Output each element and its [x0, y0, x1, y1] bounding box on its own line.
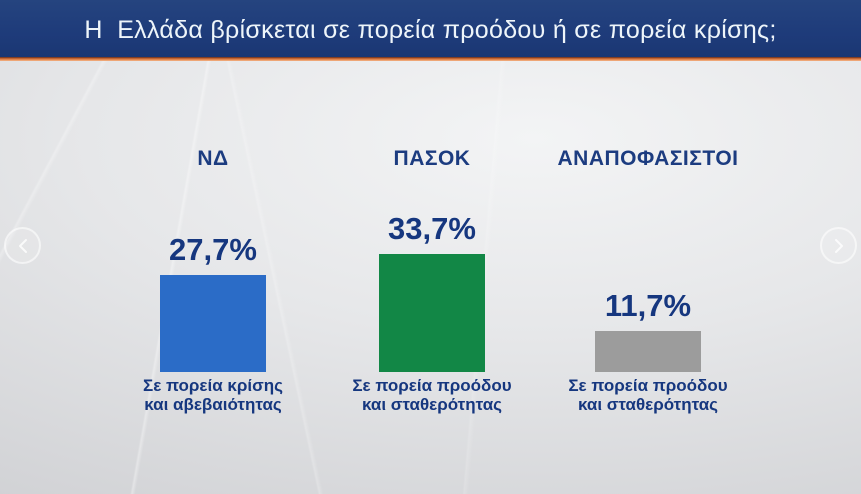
caption-undecided-line1: Σε πορεία προόδου: [568, 376, 728, 395]
party-label-pasok: ΠΑΣΟΚ: [393, 147, 471, 170]
value-label-nd: 27,7%: [169, 232, 257, 268]
column-nd: ΝΔ 27,7% Σε πορεία κρίσης και αβεβαιότητ…: [113, 0, 313, 494]
column-undecided: ΑΝΑΠΟΦΑΣΙΣΤΟΙ 11,7% Σε πορεία προόδου κα…: [548, 0, 748, 494]
value-label-pasok: 33,7%: [388, 211, 476, 247]
party-label-undecided: ΑΝΑΠΟΦΑΣΙΣΤΟΙ: [557, 147, 739, 170]
caption-undecided-line2: και σταθερότητας: [577, 395, 719, 414]
column-pasok: ΠΑΣΟΚ 33,7% Σε πορεία προόδου και σταθερ…: [332, 0, 532, 494]
caption-pasok-line1: Σε πορεία προόδου: [352, 376, 512, 395]
orange-divider: [0, 57, 861, 61]
caption-pasok-line2: και σταθερότητας: [361, 395, 503, 414]
caption-nd-line2: και αβεβαιότητας: [144, 395, 282, 414]
footer: OPEN BEYOND MRB: [0, 450, 861, 494]
bar-group-undecided: 11,7%: [548, 288, 748, 372]
caption-undecided: Σε πορεία προόδου και σταθερότητας: [548, 376, 748, 414]
caption-nd-line1: Σε πορεία κρίσης: [143, 376, 283, 395]
chevron-left-icon: [18, 238, 27, 253]
chevron-right-icon: [834, 238, 843, 253]
next-slide-button[interactable]: [820, 227, 857, 264]
bar-nd: [160, 275, 266, 372]
bar-undecided: [595, 331, 701, 372]
bar-group-nd: 27,7%: [113, 232, 313, 372]
page-title: Η Ελλάδα βρίσκεται σε πορεία προόδου ή σ…: [84, 16, 777, 44]
value-label-undecided: 11,7%: [604, 288, 692, 324]
party-label-nd: ΝΔ: [197, 147, 229, 170]
prev-slide-button[interactable]: [4, 227, 41, 264]
title-bar: Η Ελλάδα βρίσκεται σε πορεία προόδου ή σ…: [0, 0, 861, 57]
caption-nd: Σε πορεία κρίσης και αβεβαιότητας: [113, 376, 313, 414]
bar-group-pasok: 33,7%: [332, 211, 532, 372]
bar-pasok: [379, 254, 485, 372]
caption-pasok: Σε πορεία προόδου και σταθερότητας: [332, 376, 532, 414]
